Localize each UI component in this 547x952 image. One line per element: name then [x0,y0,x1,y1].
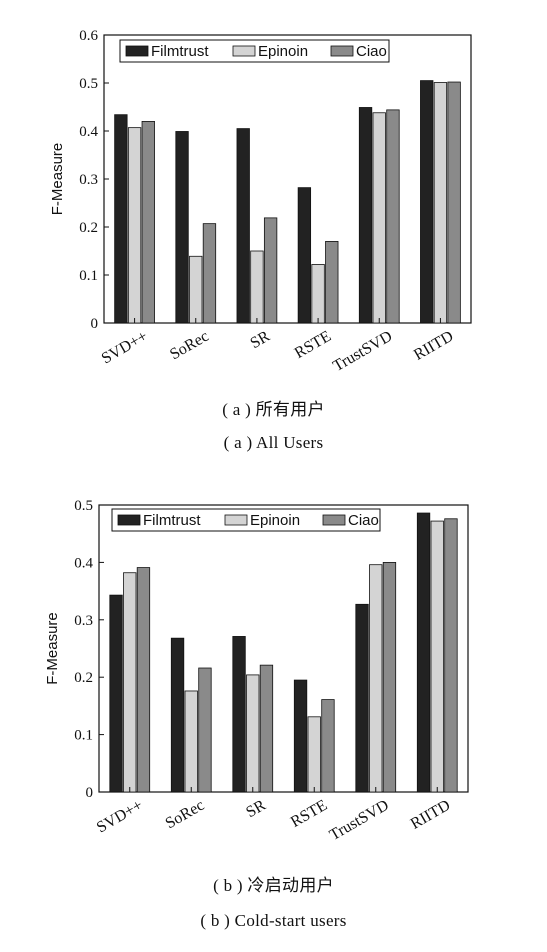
y-tick-label: 0.3 [74,613,93,629]
x-tick-label: SR [243,797,269,822]
y-axis-label: F-Measure [49,143,66,216]
bar-ciao-5 [447,81,461,324]
y-tick-label: 0.3 [79,172,98,188]
x-tick-label: TrustSVD [327,797,392,844]
bar-epinoin-0 [127,127,142,324]
bar-epinoin-2 [246,674,260,793]
x-tick-label: RIITD [411,328,456,364]
legend-label-ciao: Ciao [356,43,387,60]
bar-filmtrust-2 [232,636,246,793]
caption-cn-all-users: ( a ) 所有用户 [222,400,325,419]
bar-epinoin-3 [307,716,321,793]
bar-ciao-1 [202,223,217,324]
bar-filmtrust-3 [297,187,312,324]
chart-cold-start-users: 0 0.1 0.2 0.3 0.4 0.5 F-Measure SVD++ SoRec SR RST… [44,498,469,844]
chart-all-users: 0 0.1 0.2 0.3 0.4 0.5 0.6 F-Measure SVD++ SoRec SR… [49,28,472,375]
bar-filmtrust-2 [236,128,250,324]
y-tick-label: 0.2 [74,670,93,686]
caption-en-all-users: ( a ) All Users [223,433,324,452]
bar-epinoin-3 [311,264,325,324]
legend-swatch-ciao [330,45,354,57]
bar-ciao-0 [141,121,155,324]
bar-filmtrust-5 [420,80,434,324]
x-tick-label: SVD++ [94,797,146,837]
bar-epinoin-0 [123,572,137,793]
x-tick-label: SoRec [163,797,208,833]
bar-epinoin-1 [184,690,198,793]
plot-frame [103,34,472,324]
x-tick-label: RSTE [288,797,330,831]
y-tick-label: 0.1 [74,728,93,744]
bar-epinoin-1 [189,255,203,324]
x-tick-label: SR [247,328,273,353]
y-tick-label: 0.2 [79,220,98,236]
bar-epinoin-4 [372,112,386,324]
bar-epinoin-2 [250,250,264,324]
bar-ciao-5 [444,518,458,793]
x-tick-label: TrustSVD [330,328,395,375]
bar-filmtrust-1 [175,131,189,324]
legend-swatch-filmtrust [117,514,141,526]
y-tick-label: 0.4 [79,124,98,140]
chart-panel-cold-start-users: 0 0.1 0.2 0.3 0.4 0.5 F-Measure SVD++ SoRec SR RST… [0,470,547,952]
legend-swatch-epinoin [224,514,248,526]
x-tick-label: RSTE [292,328,334,362]
bar-epinoin-4 [369,564,383,793]
legend-swatch-epinoin [232,45,256,57]
legend-label-filmtrust: Filmtrust [151,43,209,60]
bar-filmtrust-0 [114,114,128,324]
bar-filmtrust-3 [293,679,308,793]
legend-swatch-filmtrust [125,45,149,57]
bar-ciao-0 [136,567,151,793]
x-tick-label: SVD++ [99,328,151,368]
legend-label-epinoin: Epinoin [250,512,300,529]
bar-ciao-1 [198,667,212,793]
y-tick-label: 0.1 [79,268,98,284]
bar-filmtrust-4 [355,603,369,793]
legend: Filmtrust Epinoin Ciao [119,39,390,63]
bar-ciao-4 [386,109,400,324]
bar-filmtrust-1 [170,637,185,793]
chart-panel-all-users: 0 0.1 0.2 0.3 0.4 0.5 0.6 F-Measure SVD++ SoRec SR… [0,0,547,470]
bar-epinoin-5 [433,82,448,324]
legend: Filmtrust Epinoin Ciao [111,508,381,532]
bar-ciao-4 [382,562,397,793]
bar-filmtrust-0 [109,594,123,793]
bar-ciao-2 [259,664,274,793]
caption-en-cold-start: ( b ) Cold-start users [200,911,347,930]
y-tick-label: 0.5 [79,76,98,92]
bar-ciao-3 [325,240,339,324]
legend-label-filmtrust: Filmtrust [143,512,201,529]
y-axis-label: F-Measure [44,612,61,685]
plot-frame [98,504,469,793]
caption-cn-cold-start: ( b ) 冷启动用户 [213,876,334,895]
legend-swatch-ciao [322,514,346,526]
bar-filmtrust-5 [416,512,431,793]
bar-ciao-3 [321,699,335,793]
bar-filmtrust-4 [358,107,373,324]
legend-label-epinoin: Epinoin [258,43,308,60]
y-tick-label: 0 [91,316,99,332]
y-tick-label: 0.4 [74,555,93,571]
legend-label-ciao: Ciao [348,512,379,529]
bar-epinoin-5 [430,520,444,793]
x-tick-label: RIITD [408,797,453,833]
y-tick-label: 0.5 [74,498,93,514]
y-tick-label: 0 [86,785,94,801]
bar-ciao-2 [263,217,278,324]
y-tick-label: 0.6 [79,28,98,44]
x-tick-label: SoRec [167,328,212,364]
